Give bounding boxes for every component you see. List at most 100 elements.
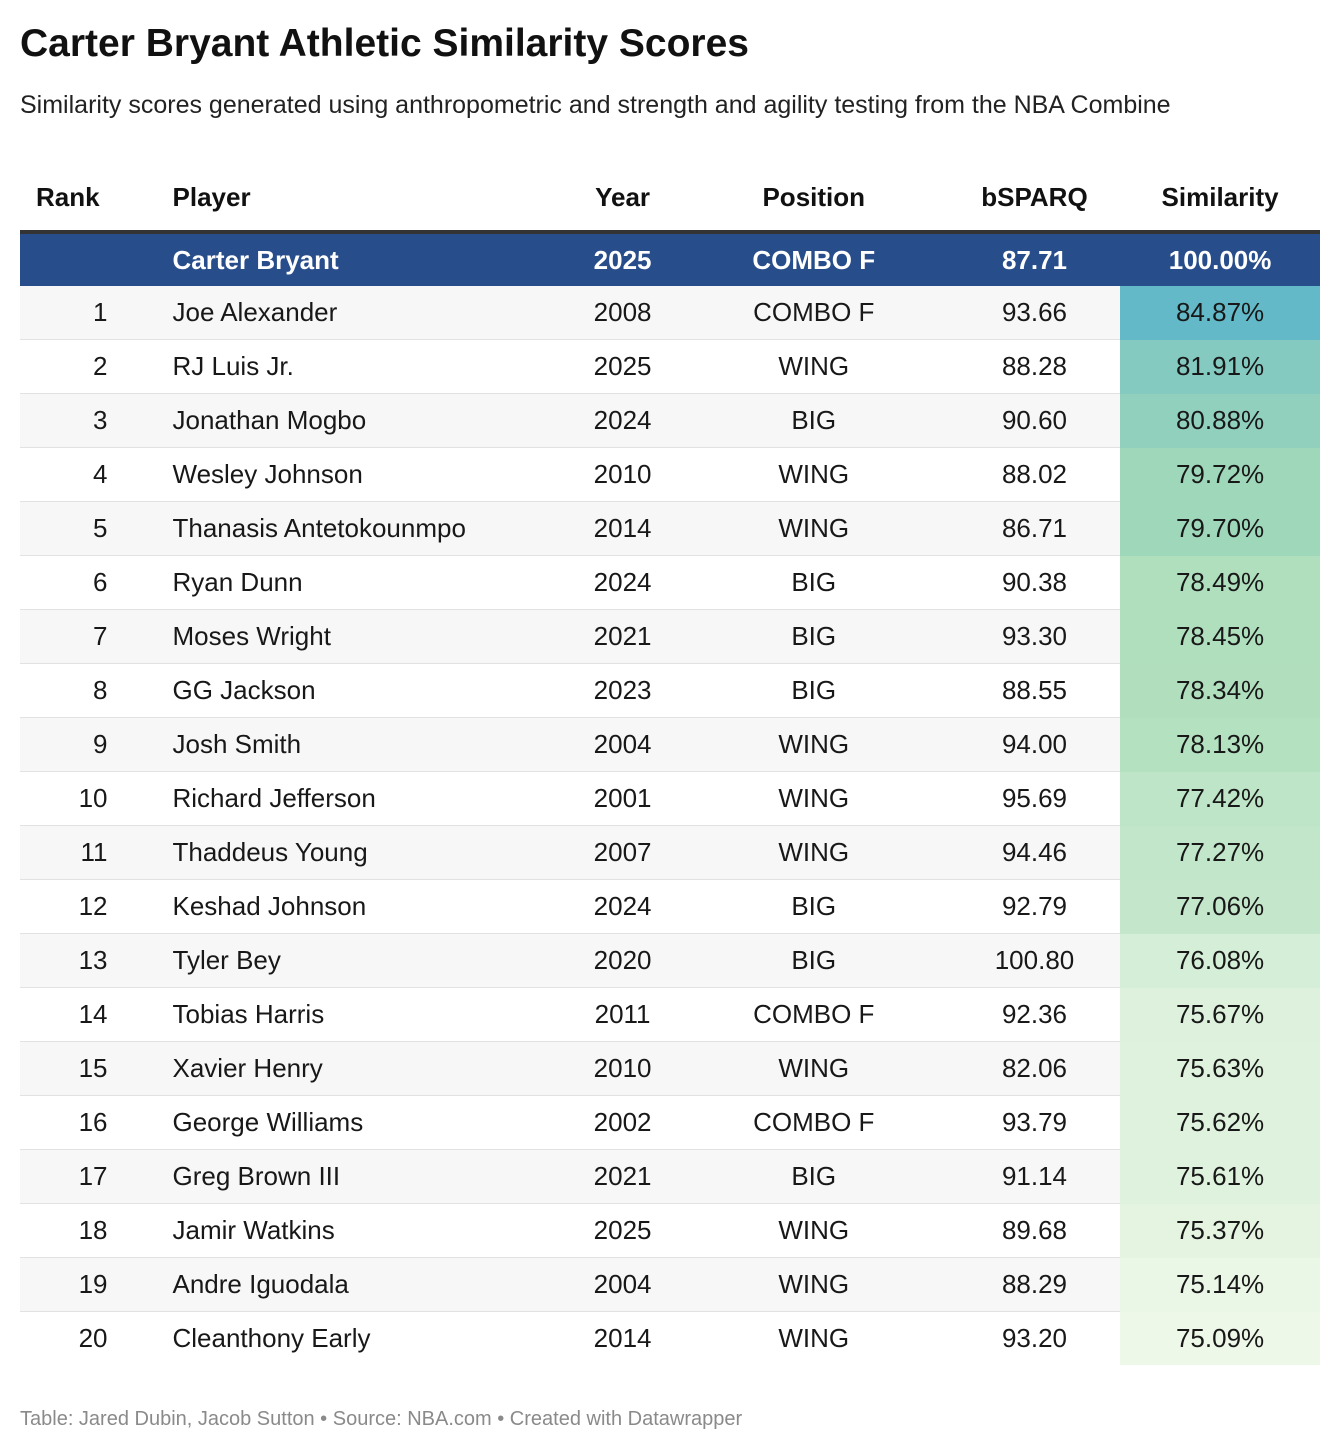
similarity-cell: 81.91% [1120, 339, 1320, 394]
reference-player-cell: Carter Bryant [150, 232, 567, 286]
similarity-cell: 75.61% [1120, 1149, 1320, 1204]
bsparq-cell: 91.14 [948, 1149, 1121, 1204]
similarity-cell: 80.88% [1120, 393, 1320, 448]
column-header-position[interactable]: Position [678, 164, 949, 234]
year-cell: 2002 [566, 1095, 679, 1150]
player-cell: Jonathan Mogbo [150, 393, 567, 448]
column-header-player[interactable]: Player [150, 164, 567, 234]
rank-cell: 9 [20, 717, 151, 772]
table-header-row: Rank Player Year Position bSPARQ Similar… [20, 164, 1320, 234]
table-row: 6 Ryan Dunn 2024 BIG 90.38 78.49% [20, 555, 1320, 610]
reference-similarity-cell: 100.00% [1120, 232, 1320, 286]
year-cell: 2001 [566, 771, 679, 826]
rank-cell: 17 [20, 1149, 151, 1204]
position-cell: BIG [678, 555, 949, 610]
similarity-cell: 79.70% [1120, 501, 1320, 556]
table-row: 20 Cleanthony Early 2014 WING 93.20 75.09% [20, 1311, 1320, 1365]
player-cell: Joe Alexander [150, 286, 567, 340]
position-cell: WING [678, 447, 949, 502]
table-row: 19 Andre Iguodala 2004 WING 88.29 75.14% [20, 1257, 1320, 1312]
player-cell: Tyler Bey [150, 933, 567, 988]
similarity-cell: 77.06% [1120, 879, 1320, 934]
rank-cell: 7 [20, 609, 151, 664]
position-cell: BIG [678, 663, 949, 718]
player-cell: George Williams [150, 1095, 567, 1150]
table-row: 17 Greg Brown III 2021 BIG 91.14 75.61% [20, 1149, 1320, 1204]
similarity-cell: 75.67% [1120, 987, 1320, 1042]
bsparq-cell: 90.60 [948, 393, 1121, 448]
player-cell: Cleanthony Early [150, 1311, 567, 1365]
rank-cell: 20 [20, 1311, 151, 1365]
year-cell: 2021 [566, 609, 679, 664]
player-cell: GG Jackson [150, 663, 567, 718]
position-cell: WING [678, 771, 949, 826]
bsparq-cell: 82.06 [948, 1041, 1121, 1096]
bsparq-cell: 86.71 [948, 501, 1121, 556]
rank-cell: 19 [20, 1257, 151, 1312]
year-cell: 2024 [566, 555, 679, 610]
position-cell: COMBO F [678, 1095, 949, 1150]
position-cell: BIG [678, 393, 949, 448]
year-cell: 2004 [566, 1257, 679, 1312]
column-header-bsparq[interactable]: bSPARQ [948, 164, 1121, 234]
rank-cell: 13 [20, 933, 151, 988]
table-row: 3 Jonathan Mogbo 2024 BIG 90.60 80.88% [20, 393, 1320, 448]
position-cell: WING [678, 1311, 949, 1365]
year-cell: 2024 [566, 879, 679, 934]
position-cell: COMBO F [678, 987, 949, 1042]
similarity-cell: 77.42% [1120, 771, 1320, 826]
bsparq-cell: 94.00 [948, 717, 1121, 772]
year-cell: 2021 [566, 1149, 679, 1204]
bsparq-cell: 88.29 [948, 1257, 1121, 1312]
year-cell: 2004 [566, 717, 679, 772]
similarity-cell: 84.87% [1120, 286, 1320, 340]
player-cell: Keshad Johnson [150, 879, 567, 934]
rank-cell: 16 [20, 1095, 151, 1150]
rank-cell: 5 [20, 501, 151, 556]
similarity-cell: 78.34% [1120, 663, 1320, 718]
year-cell: 2020 [566, 933, 679, 988]
table-row: 16 George Williams 2002 COMBO F 93.79 75.62% [20, 1095, 1320, 1150]
rank-cell: 12 [20, 879, 151, 934]
reference-player-row: Carter Bryant 2025 COMBO F 87.71 100.00% [20, 232, 1320, 286]
similarity-cell: 75.37% [1120, 1203, 1320, 1258]
reference-position-cell: COMBO F [678, 232, 949, 286]
bsparq-cell: 88.28 [948, 339, 1121, 394]
bsparq-cell: 100.80 [948, 933, 1121, 988]
rank-cell: 3 [20, 393, 151, 448]
player-cell: Ryan Dunn [150, 555, 567, 610]
player-cell: Moses Wright [150, 609, 567, 664]
position-cell: COMBO F [678, 286, 949, 340]
year-cell: 2007 [566, 825, 679, 880]
table-row: 13 Tyler Bey 2020 BIG 100.80 76.08% [20, 933, 1320, 988]
column-header-year[interactable]: Year [566, 164, 679, 234]
similarity-cell: 75.09% [1120, 1311, 1320, 1365]
reference-year-cell: 2025 [566, 232, 679, 286]
bsparq-cell: 92.79 [948, 879, 1121, 934]
year-cell: 2011 [566, 987, 679, 1042]
player-cell: Andre Iguodala [150, 1257, 567, 1312]
bsparq-cell: 93.66 [948, 286, 1121, 340]
table-row: 10 Richard Jefferson 2001 WING 95.69 77.42% [20, 771, 1320, 826]
column-header-rank[interactable]: Rank [20, 164, 151, 234]
column-header-similarity[interactable]: Similarity [1120, 164, 1320, 234]
table-body: Carter Bryant 2025 COMBO F 87.71 100.00%… [20, 232, 1320, 1365]
table-row: 8 GG Jackson 2023 BIG 88.55 78.34% [20, 663, 1320, 718]
similarity-table: Rank Player Year Position bSPARQ Similar… [20, 164, 1320, 1365]
rank-cell: 1 [20, 286, 151, 340]
table-row: 5 Thanasis Antetokounmpo 2014 WING 86.71 79.7… [20, 501, 1320, 556]
year-cell: 2008 [566, 286, 679, 340]
player-cell: Richard Jefferson [150, 771, 567, 826]
bsparq-cell: 93.79 [948, 1095, 1121, 1150]
table-row: 11 Thaddeus Young 2007 WING 94.46 77.27% [20, 825, 1320, 880]
table-row: 12 Keshad Johnson 2024 BIG 92.79 77.06% [20, 879, 1320, 934]
position-cell: WING [678, 1257, 949, 1312]
similarity-cell: 75.14% [1120, 1257, 1320, 1312]
similarity-cell: 76.08% [1120, 933, 1320, 988]
player-cell: Wesley Johnson [150, 447, 567, 502]
player-cell: Thanasis Antetokounmpo [150, 501, 567, 556]
rank-cell: 15 [20, 1041, 151, 1096]
position-cell: WING [678, 825, 949, 880]
rank-cell: 10 [20, 771, 151, 826]
table-row: 14 Tobias Harris 2011 COMBO F 92.36 75.67% [20, 987, 1320, 1042]
